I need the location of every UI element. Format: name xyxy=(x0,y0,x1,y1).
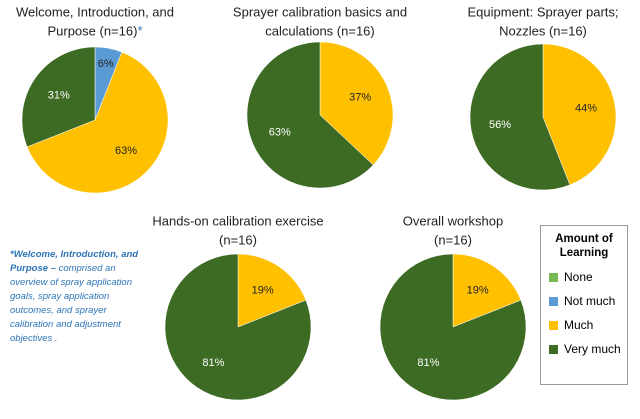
legend-label: None xyxy=(564,270,593,284)
pie-slice xyxy=(469,43,571,191)
legend: Amount of Learning None Not much Much Very … xyxy=(540,225,628,385)
legend-item: Very much xyxy=(549,342,627,356)
data-label: 56% xyxy=(489,119,511,131)
legend-item: Not much xyxy=(549,294,627,308)
pie-slice xyxy=(26,51,169,194)
chart-title: Nozzles (n=16) xyxy=(499,23,587,38)
chart-title: Overall workshop xyxy=(403,213,503,228)
data-label: 6% xyxy=(98,58,114,70)
pie-slice xyxy=(379,253,527,401)
note-text: comprised an overview of spray applicati… xyxy=(10,263,132,344)
legend-label: Not much xyxy=(564,294,616,308)
data-label: 31% xyxy=(48,89,70,101)
chart-title: calculations (n=16) xyxy=(265,23,374,38)
pie-slice xyxy=(246,41,374,189)
data-label: 81% xyxy=(202,357,224,369)
chart-title: Purpose (n=16)* xyxy=(47,23,142,38)
legend-swatch xyxy=(549,296,558,306)
footnote: *Welcome, Introduction, and Purpose – co… xyxy=(10,248,148,346)
data-label: 37% xyxy=(349,92,371,104)
pie-slice xyxy=(237,253,307,328)
legend-swatch xyxy=(549,344,558,354)
chart-title: Hands-on calibration exercise xyxy=(152,213,323,228)
legend-swatch xyxy=(549,272,558,282)
legend-label: Very much xyxy=(564,342,621,356)
legend-item: None xyxy=(549,270,627,284)
chart-title: Welcome, Introduction, and xyxy=(16,4,174,19)
data-label: 63% xyxy=(269,126,291,138)
pie-slice xyxy=(319,41,394,166)
legend-title: Amount of Learning xyxy=(555,233,613,259)
legend-item: Much xyxy=(549,318,627,332)
data-label: 19% xyxy=(467,285,489,297)
legend-swatch xyxy=(549,320,558,330)
pie-slice xyxy=(542,43,617,186)
title-marker: * xyxy=(137,23,142,38)
data-label: 19% xyxy=(252,285,274,297)
note-bold: *Welcome, Introduction, and Purpose – xyxy=(10,249,139,274)
data-label: 63% xyxy=(115,145,137,157)
legend-label: Much xyxy=(564,318,594,332)
data-label: 44% xyxy=(575,103,597,115)
pie-slice xyxy=(452,253,522,328)
chart-title: Equipment: Sprayer parts; xyxy=(467,4,618,19)
chart-title: (n=16) xyxy=(434,232,472,247)
chart-title: Sprayer calibration basics and xyxy=(233,4,407,19)
pie-slice xyxy=(21,46,96,148)
chart-title: (n=16) xyxy=(219,232,257,247)
data-label: 81% xyxy=(417,357,439,369)
pie-slice xyxy=(164,253,312,401)
